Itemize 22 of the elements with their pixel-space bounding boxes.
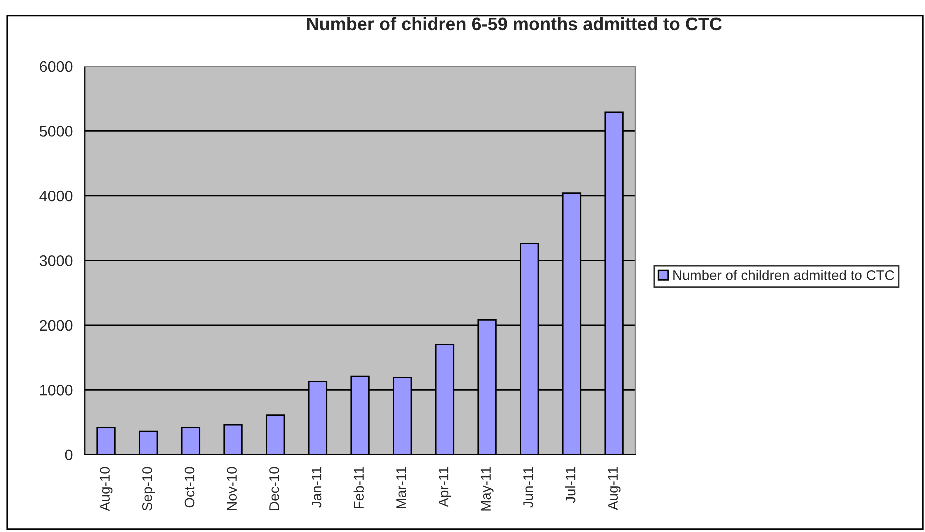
chart-title: Number of chidren 6-59 months admitted to CTC xyxy=(307,17,722,31)
x-tick-label: Jul-11 xyxy=(565,467,576,504)
x-tick-label: Sep-10 xyxy=(142,467,156,511)
x-tick-label: Jun-11 xyxy=(524,467,534,508)
x-tick-label: May-11 xyxy=(481,467,494,511)
x-tick-label: Aug-10 xyxy=(100,467,113,512)
x-tick-label: Dec-10 xyxy=(270,467,280,510)
x-tick-label: Nov-10 xyxy=(227,467,238,510)
x-tick-label: Mar-11 xyxy=(396,467,406,508)
x-tick-label: Oct-10 xyxy=(184,467,195,508)
y-tick-label: 4000 xyxy=(40,190,73,202)
x-tick-label: Aug-11 xyxy=(608,467,621,510)
y-tick-label: 2000 xyxy=(40,320,73,332)
y-tick-label: 1000 xyxy=(40,385,73,396)
legend-label: Number of children admitted to CTC xyxy=(674,270,894,280)
x-tick-label: Feb-11 xyxy=(354,467,364,509)
x-tick-label: Jan-11 xyxy=(312,467,322,508)
y-tick-label: 6000 xyxy=(40,61,73,72)
y-tick-label: 0 xyxy=(65,450,73,461)
y-tick-label: 3000 xyxy=(40,256,73,266)
y-tick-label: 5000 xyxy=(40,126,73,137)
x-tick-label: Apr-11 xyxy=(438,467,452,508)
